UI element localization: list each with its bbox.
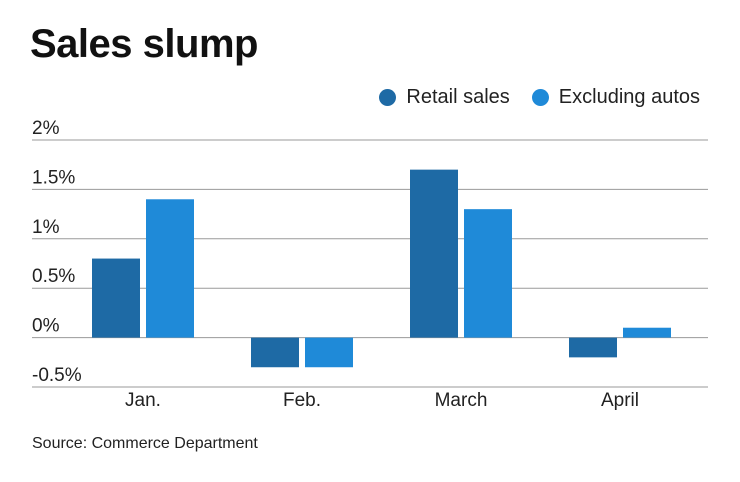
- legend-swatch-retail-sales: [379, 89, 397, 106]
- legend-swatch-excluding-autos: [531, 89, 549, 106]
- y-tick-label: 1.5%: [32, 167, 75, 188]
- x-tick-label: Jan.: [125, 390, 161, 411]
- x-tick-label: April: [601, 390, 639, 411]
- y-tick-label: 0%: [32, 316, 60, 337]
- legend-item-retail-sales: Retail sales: [379, 86, 510, 109]
- bar: [623, 327, 671, 338]
- legend-item-excluding-autos: Excluding autos: [531, 86, 700, 109]
- legend-label-retail-sales: Retail sales: [406, 86, 510, 108]
- source-note: Source: Commerce Department: [32, 435, 258, 452]
- y-tick-label: -0.5%: [32, 365, 82, 386]
- legend-label-excluding-autos: Excluding autos: [558, 86, 700, 108]
- y-tick-label: 1%: [32, 217, 60, 238]
- y-tick-label: 0.5%: [32, 266, 75, 287]
- bar: [305, 337, 353, 368]
- bar: [251, 337, 299, 368]
- x-tick-label: March: [435, 390, 488, 411]
- y-tick-label: 2%: [32, 118, 60, 139]
- bar: [146, 199, 194, 338]
- x-tick-label: Feb.: [283, 390, 321, 411]
- bar: [92, 258, 140, 338]
- legend: Retail sales Excluding autos: [379, 86, 700, 109]
- bar: [569, 337, 617, 358]
- bar: [464, 209, 512, 338]
- chart-title: Sales slump: [30, 22, 258, 66]
- bar: [410, 169, 458, 338]
